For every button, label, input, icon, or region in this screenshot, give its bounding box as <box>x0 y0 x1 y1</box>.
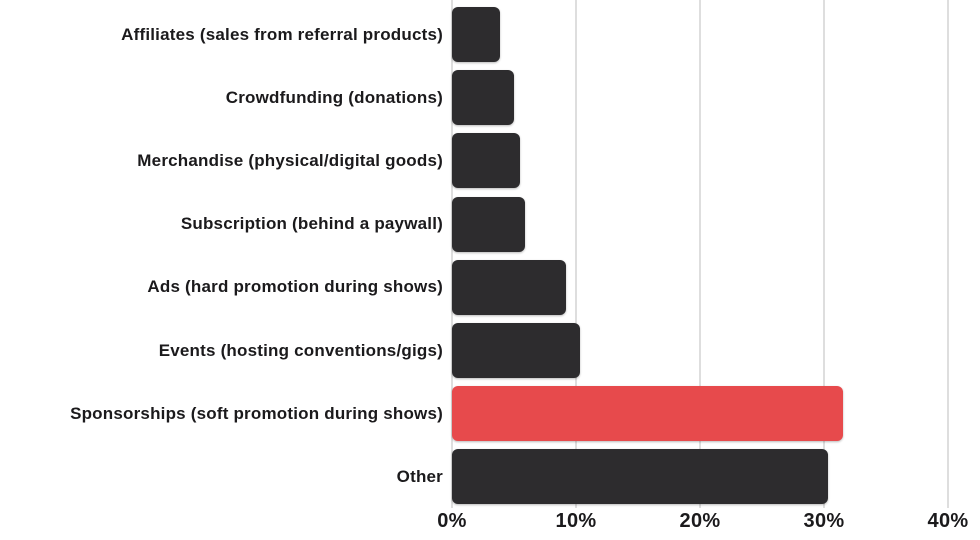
bar-highlighted <box>452 386 843 442</box>
x-tick-label: 0% <box>437 510 467 532</box>
category-label: Merchandise (physical/digital goods) <box>137 150 443 170</box>
category-label: Affiliates (sales from referral products… <box>121 24 443 44</box>
bar <box>452 449 828 505</box>
gridline-0 <box>451 0 453 508</box>
plot-area <box>451 0 949 508</box>
x-tick-label: 40% <box>927 510 969 532</box>
bar <box>452 196 526 252</box>
bar <box>452 7 501 62</box>
gridline-30 <box>823 0 825 508</box>
bar <box>452 259 567 315</box>
bar <box>452 133 521 189</box>
category-label: Other <box>396 466 443 486</box>
gridline-20 <box>699 0 701 508</box>
category-label: Crowdfunding (donations) <box>225 87 443 107</box>
gridline-10 <box>575 0 577 508</box>
category-labels: Affiliates (sales from referral products… <box>0 0 443 508</box>
bar <box>452 70 514 126</box>
gridline-40 <box>947 0 949 508</box>
x-tick-label: 30% <box>803 510 845 532</box>
x-tick-label: 20% <box>679 510 721 532</box>
category-label: Events (hosting conventions/gigs) <box>158 340 443 360</box>
category-label: Ads (hard promotion during shows) <box>147 277 443 297</box>
category-label: Subscription (behind a paywall) <box>180 214 443 234</box>
category-label: Sponsorships (soft promotion during show… <box>70 403 443 423</box>
bar <box>452 323 580 378</box>
x-tick-label: 10% <box>555 510 597 532</box>
x-axis: 0% 10% 20% 30% 40% <box>0 510 980 540</box>
